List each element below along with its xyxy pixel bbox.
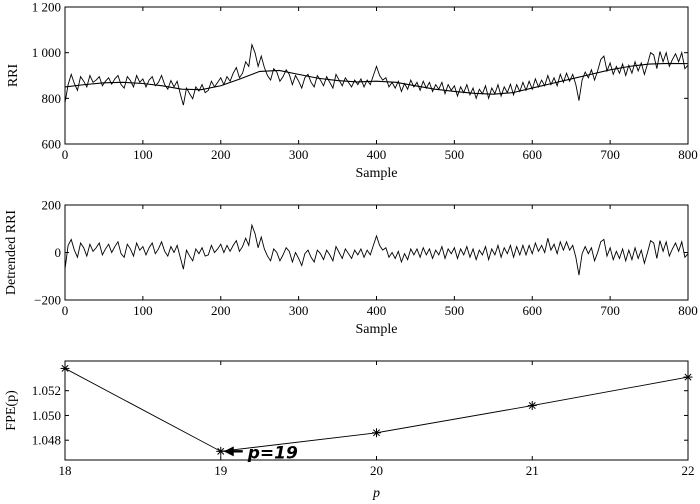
- raw-series-line: [65, 42, 688, 106]
- detrended-rri-panel: 0 100 200 300 400 500 600 700 800−2000200SampleD…: [4, 198, 698, 338]
- fpe-point-marker: [683, 372, 693, 382]
- x-axis-label: p: [372, 486, 380, 501]
- x-tick-label: 500: [445, 303, 465, 318]
- fpe-panel: 18 19 20 21 22 1.048 1.050 1.052 p FPE(p) p=19: [4, 360, 695, 501]
- x-axis-label: Sample: [356, 166, 398, 181]
- plot-frame: [64, 204, 689, 301]
- rri-panel: 0 100 200 300 400 500 600 700 800 600 800 1 000 1 20…: [6, 0, 698, 181]
- x-tick-label: 0: [62, 147, 69, 162]
- marker-stroke: [217, 447, 225, 455]
- y-tick-label: −200: [34, 293, 61, 308]
- x-tick-label: 200: [211, 303, 231, 318]
- marker-stroke: [684, 373, 692, 381]
- x-tick-label: 300: [289, 147, 309, 162]
- fpe-point-marker: [372, 428, 381, 438]
- x-tick-label: 100: [133, 147, 153, 162]
- y-tick-label: 600: [42, 137, 62, 152]
- p19-annotation: p=19: [223, 443, 298, 463]
- y-tick-label: 1.048: [32, 433, 61, 448]
- x-tick-label: 700: [600, 303, 620, 318]
- x-tick-label: 19: [214, 463, 227, 478]
- x-tick-label: 500: [445, 147, 465, 162]
- trend-series-line: [65, 62, 688, 95]
- x-tick-label: 20: [370, 463, 383, 478]
- x-tick-label: 21: [526, 463, 539, 478]
- x-tick-label: 100: [133, 303, 153, 318]
- y-tick-label: 1 200: [32, 0, 61, 15]
- x-tick-label: 400: [367, 303, 387, 318]
- fpe-point-marker: [527, 401, 537, 411]
- annotation-text: p=19: [247, 443, 298, 463]
- y-tick-label: 1 000: [32, 45, 61, 60]
- y-axis-label: Detrended RRI: [4, 210, 19, 295]
- fpe-point-marker: [60, 363, 70, 373]
- x-tick-label: 600: [523, 303, 543, 318]
- detrended-series-line: [65, 223, 688, 276]
- y-axis-label: RRI: [6, 63, 21, 87]
- x-tick-label: 600: [523, 147, 543, 162]
- y-tick-label: 0: [55, 245, 62, 260]
- x-tick-label: 0: [62, 303, 69, 318]
- x-tick-label: 700: [600, 147, 620, 162]
- x-tick-label: 400: [367, 147, 387, 162]
- x-axis-label: Sample: [356, 322, 398, 337]
- marker-stroke: [528, 402, 536, 410]
- y-tick-label: 1.050: [32, 408, 61, 423]
- y-tick-label: 1.052: [32, 383, 61, 398]
- plot-frame: [64, 6, 689, 145]
- x-tick-label: 800: [678, 303, 698, 318]
- annotation-arrow-head: [223, 446, 234, 457]
- y-axis-label: FPE(p): [4, 390, 19, 431]
- y-tick-label: 200: [42, 198, 62, 213]
- marker-stroke: [61, 364, 69, 372]
- x-tick-label: 300: [289, 303, 309, 318]
- x-tick-label: 22: [682, 463, 695, 478]
- y-tick-label: 800: [42, 91, 62, 106]
- plot-frame: [64, 360, 689, 461]
- x-tick-label: 18: [59, 463, 72, 478]
- fpe-series-line: [64, 368, 689, 452]
- x-tick-label: 200: [211, 147, 231, 162]
- marker-stroke: [372, 429, 381, 437]
- x-tick-label: 800: [678, 147, 698, 162]
